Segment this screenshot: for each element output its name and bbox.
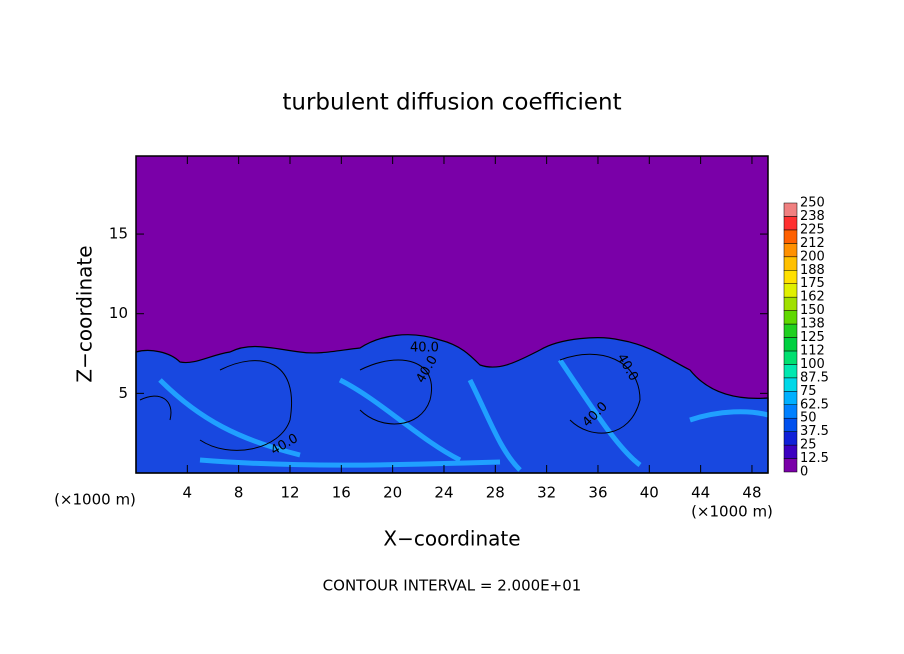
y-tick-label: 10: [109, 304, 128, 322]
colorbar-label: 212: [800, 236, 825, 251]
x-tick-label: 12: [280, 484, 299, 502]
y-tick-label: 15: [109, 225, 128, 243]
colorbar-band: [783, 431, 798, 446]
colorbar-label: 200: [800, 249, 825, 264]
x-tick-label: 40: [640, 484, 659, 502]
colorbar-band: [783, 216, 798, 231]
y-axis-label: Z−coordinate: [73, 245, 97, 382]
x-tick-label: 32: [537, 484, 556, 502]
x-tick-label: 16: [332, 484, 351, 502]
chart-title: turbulent diffusion coefficient: [282, 90, 621, 116]
colorbar-label: 100: [800, 357, 825, 372]
colorbar-label: 112: [800, 343, 825, 358]
colorbar-band: [783, 337, 798, 352]
colorbar-label: 150: [800, 303, 825, 318]
colorbar-band: [783, 404, 798, 419]
colorbar-band: [783, 391, 798, 405]
x-tick-label: 36: [588, 484, 607, 502]
colorbar-label: 25: [800, 438, 817, 453]
field: 40.0 40.0 40.0 40.0 40.0: [135, 156, 769, 474]
x-unit: (×1000 m): [691, 503, 773, 521]
colorbar-label: 87.5: [800, 370, 829, 385]
colorbar-label: 225: [800, 222, 825, 237]
colorbar-band: [783, 323, 798, 338]
x-unit: (×1000 m): [54, 491, 136, 509]
colorbar-band: [783, 310, 798, 325]
colorbar-band: [783, 229, 798, 244]
x-tick-label: 48: [742, 484, 761, 502]
colorbar-label: 75: [800, 384, 817, 399]
colorbar-label: 50: [800, 411, 817, 426]
x-axis-label: X−coordinate: [383, 527, 520, 551]
contour-label: 40.0: [410, 341, 439, 356]
colorbar-label: 62.5: [800, 397, 829, 412]
colorbar-band: [783, 364, 798, 379]
colorbar-band: [783, 350, 798, 365]
bright-streak: [158, 358, 769, 472]
colorbar-band: [783, 377, 798, 392]
contour-line: [139, 353, 641, 451]
x-tick-label: 20: [383, 484, 402, 502]
colorbar-band: [783, 444, 798, 459]
colorbar-label: 37.5: [800, 424, 829, 439]
colorbar-band: [783, 202, 798, 217]
x-tick-label: 8: [234, 484, 244, 502]
colorbar-band: [783, 458, 798, 473]
colorbar-label: 125: [800, 330, 825, 345]
colorbar-label: 250: [800, 196, 825, 211]
y-tick-label: 5: [118, 384, 128, 402]
colorbar-label: 12.5: [800, 451, 829, 466]
colorbar-band: [783, 417, 798, 432]
x-tick-label: 44: [691, 484, 710, 502]
x-tick-label: 4: [183, 484, 193, 502]
colorbar-label: 162: [800, 290, 825, 305]
colorbar-band: [783, 270, 798, 284]
colorbar-label: 188: [800, 263, 825, 278]
x-tick-label: 28: [486, 484, 505, 502]
turbulent-layer: [135, 334, 769, 474]
colorbar-band: [783, 256, 798, 271]
colorbar-band: [783, 243, 798, 258]
footer: CONTOUR INTERVAL = 2.000E+01: [323, 577, 582, 595]
colorbar-label: 238: [800, 209, 825, 224]
colorbar-band: [783, 283, 798, 298]
x-tick-label: 24: [434, 484, 453, 502]
colorbar-label: 0: [800, 465, 808, 480]
colorbar-band: [783, 296, 798, 311]
colorbar-label: 175: [800, 276, 825, 291]
plot-frame: [135, 155, 769, 474]
colorbar-label: 138: [800, 317, 825, 332]
